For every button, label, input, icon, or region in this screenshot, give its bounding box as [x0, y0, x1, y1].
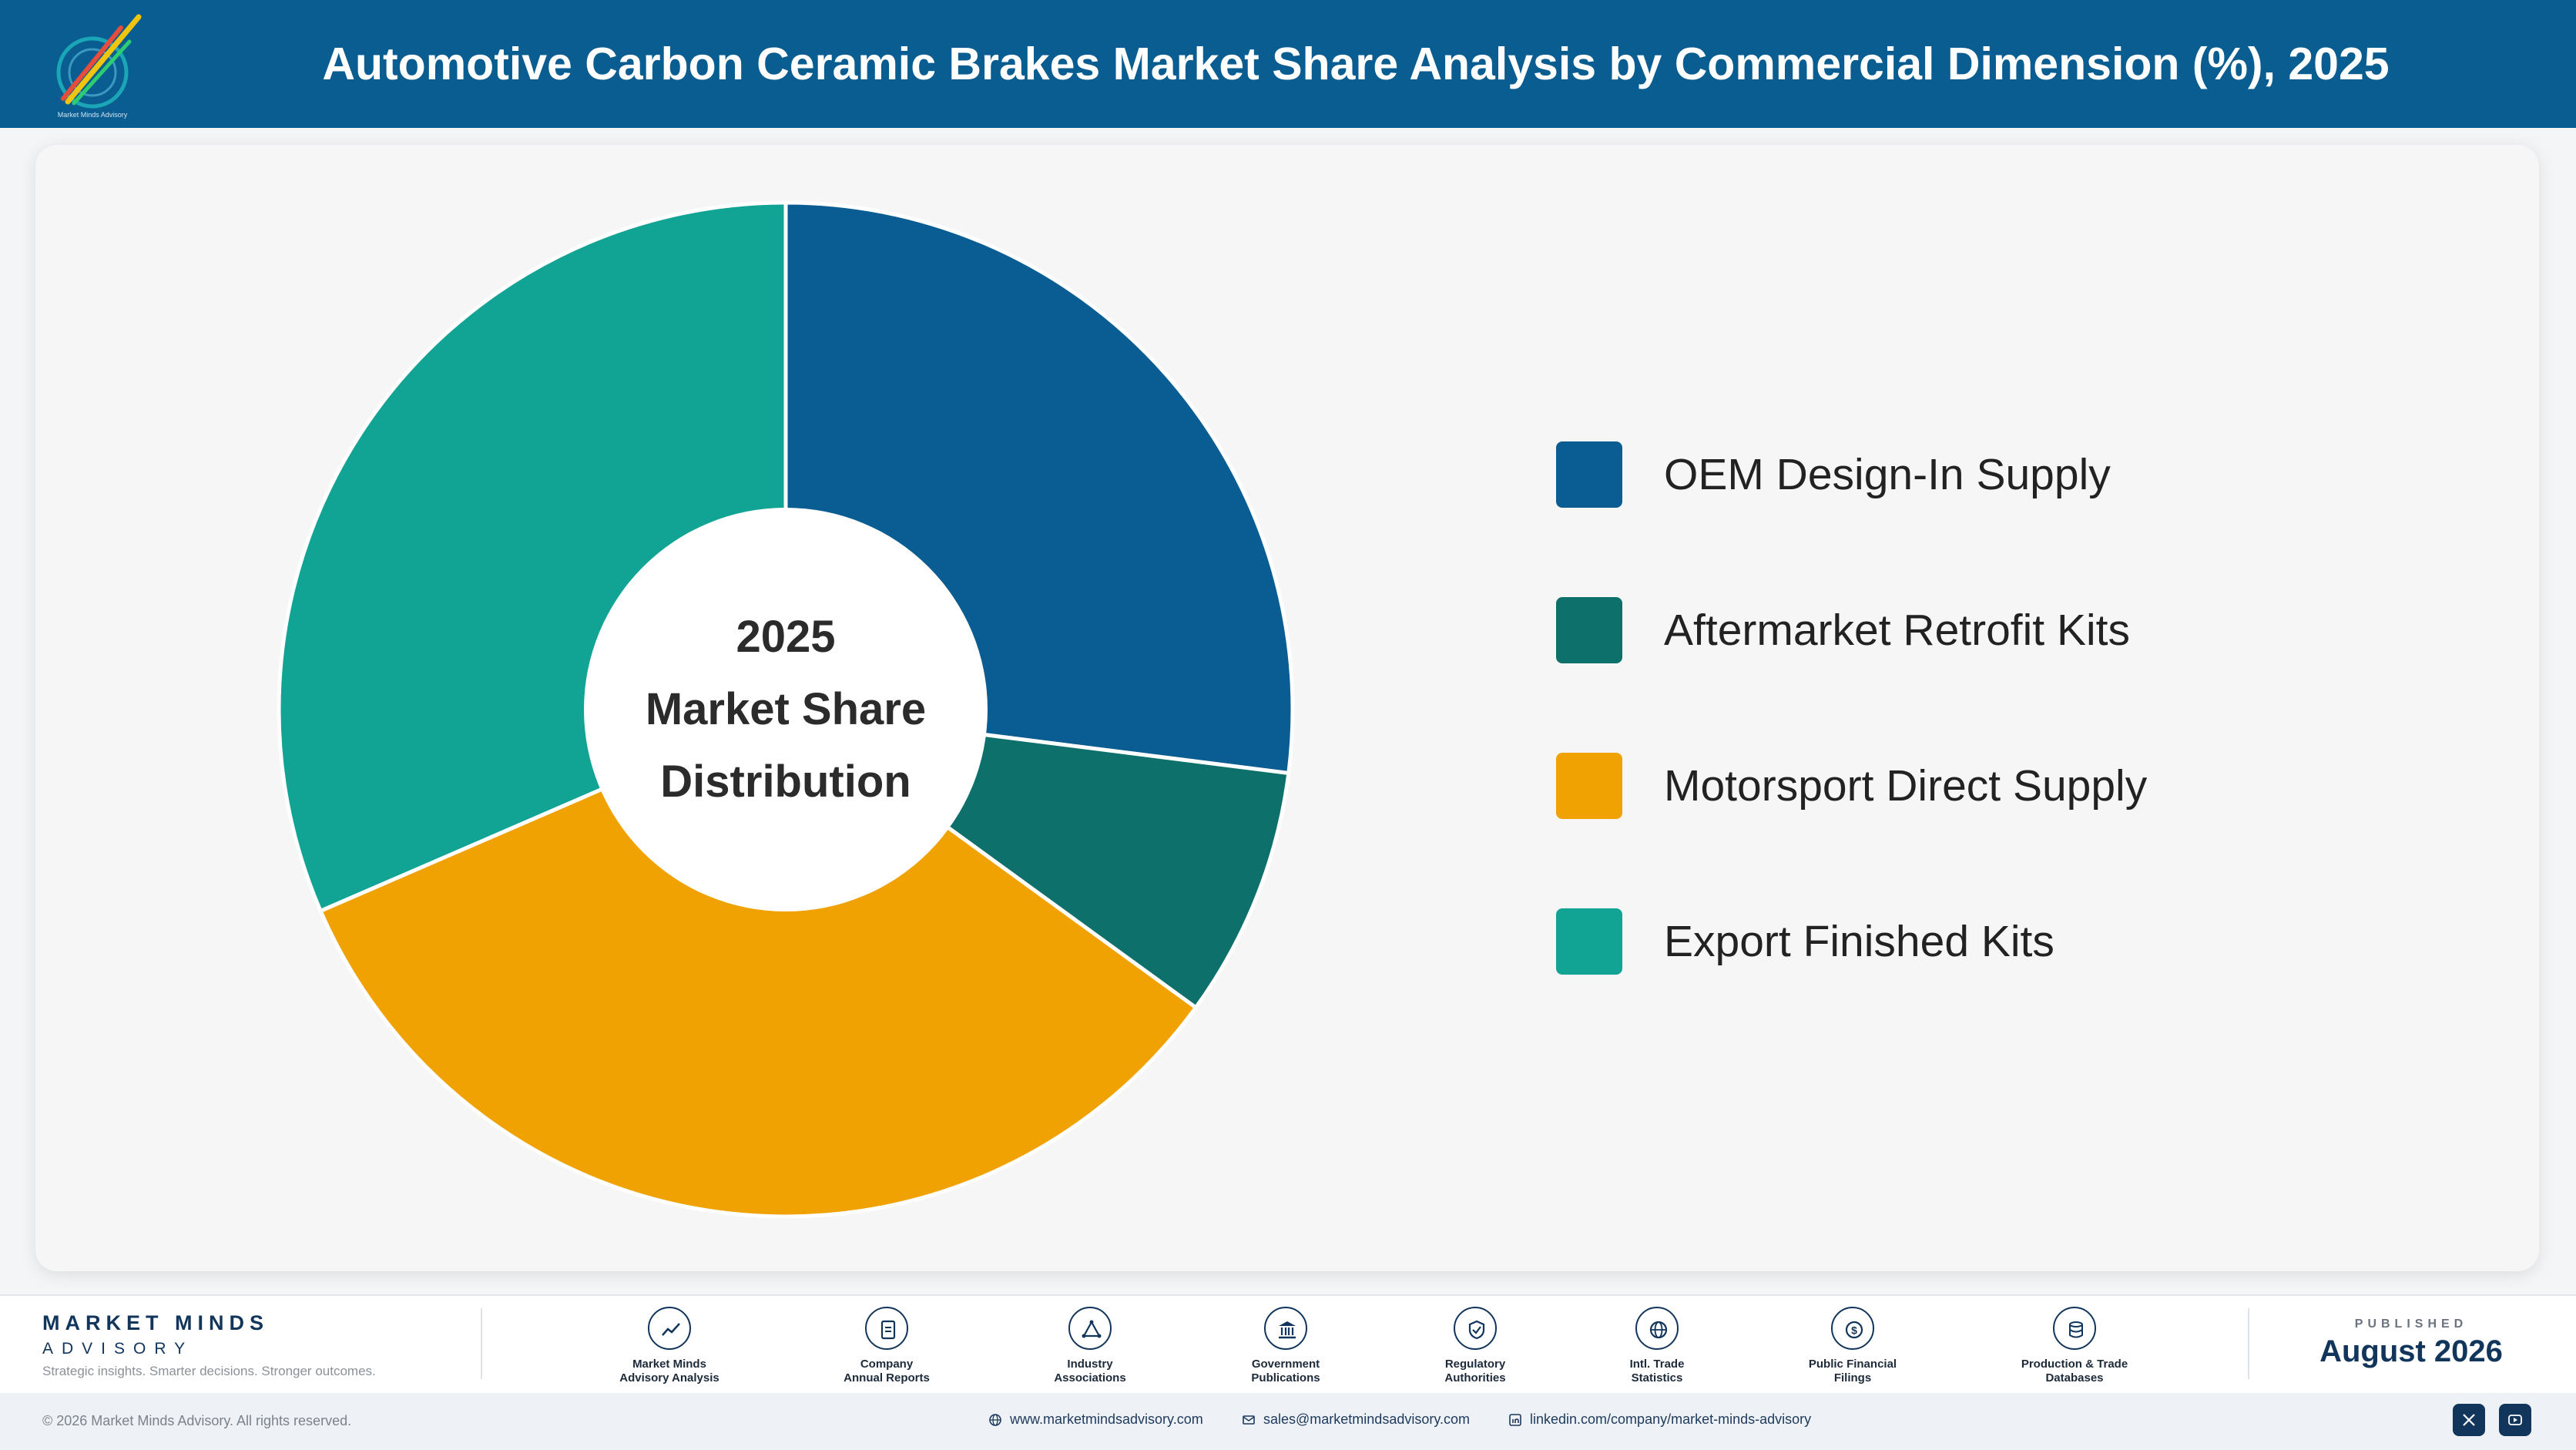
website-link[interactable]: www.marketmindsadvisory.com	[988, 1411, 1203, 1428]
legend-label-aftermarket: Aftermarket Retrofit Kits	[1664, 606, 2130, 655]
email-link[interactable]: sales@marketmindsadvisory.com	[1242, 1411, 1470, 1428]
source-label-7a: Public Financial	[1808, 1358, 1897, 1371]
footer-divider-right	[2248, 1308, 2249, 1379]
company-logo: Market Minds Advisory	[56, 14, 142, 119]
legend-swatch-motorsport	[1556, 753, 1622, 819]
bottom-bar: © 2026 Market Minds Advisory. All rights…	[0, 1393, 2576, 1450]
legend-swatch-oem	[1556, 441, 1622, 508]
source-label-8a: Production & Trade	[2021, 1358, 2128, 1371]
trend-line-icon	[648, 1307, 691, 1350]
source-government: Government Publications	[1209, 1307, 1363, 1385]
source-company-reports: Company Annual Reports	[810, 1307, 964, 1385]
source-label-3b: Associations	[1054, 1371, 1126, 1385]
legend-label-export: Export Finished Kits	[1664, 917, 2054, 966]
logo-caption: Market Minds Advisory	[58, 111, 128, 119]
legend-swatch-aftermarket	[1556, 597, 1622, 663]
legend-label-oem: OEM Design-In Supply	[1664, 450, 2111, 499]
website-text: www.marketmindsadvisory.com	[1010, 1411, 1203, 1427]
center-label-line3: Distribution	[660, 757, 911, 807]
source-label-7b: Filings	[1833, 1371, 1872, 1385]
linkedin-text: linkedin.com/company/market-minds-adviso…	[1530, 1411, 1812, 1427]
youtube-icon	[2508, 1415, 2522, 1425]
footer-brand-name: MARKET MINDS	[42, 1311, 269, 1334]
source-label-5b: Authorities	[1444, 1371, 1506, 1385]
source-label-5a: Regulatory	[1444, 1358, 1506, 1371]
legend-label-motorsport: Motorsport Direct Supply	[1664, 761, 2148, 811]
source-label-2a: Company	[860, 1358, 914, 1371]
youtube-social-button[interactable]	[2499, 1404, 2531, 1436]
page-title: Automotive Carbon Ceramic Brakes Market …	[322, 39, 2390, 89]
donut-center-label: 2025 Market Share Distribution	[585, 601, 986, 818]
source-label-1a: Market Minds	[632, 1358, 706, 1371]
source-label-6b: Statistics	[1631, 1371, 1683, 1385]
source-label-6a: Intl. Trade	[1629, 1358, 1685, 1371]
source-financial-filings: $ Public Financial Filings	[1776, 1307, 1930, 1385]
source-label-1b: Advisory Analysis	[619, 1371, 719, 1385]
source-label-8b: Databases	[2045, 1371, 2104, 1385]
globe-small-icon	[989, 1414, 1001, 1426]
network-icon	[1068, 1307, 1112, 1350]
x-logo-icon	[2463, 1414, 2475, 1426]
copyright-text: © 2026 Market Minds Advisory. All rights…	[42, 1413, 352, 1428]
source-regulatory: Regulatory Authorities	[1398, 1307, 1552, 1385]
footer-divider	[481, 1308, 482, 1379]
globe-icon	[1635, 1307, 1679, 1350]
email-text: sales@marketmindsadvisory.com	[1263, 1411, 1471, 1427]
source-databases: Production & Trade Databases	[1997, 1307, 2152, 1385]
dollar-coin-icon: $	[1831, 1307, 1874, 1350]
footer-brand-sub: ADVISORY	[42, 1340, 194, 1358]
footer-tagline: Strategic insights. Smarter decisions. S…	[42, 1364, 376, 1378]
source-trade-statistics: Intl. Trade Statistics	[1580, 1307, 1734, 1385]
source-market-minds: Market Minds Advisory Analysis	[592, 1307, 746, 1385]
source-industry-associations: Industry Associations	[1013, 1307, 1167, 1385]
chart-panel	[35, 145, 2539, 1271]
header-bar: Market Minds Advisory Automotive Carbon …	[0, 0, 2576, 128]
center-label-line2: Market Share	[645, 684, 927, 734]
document-icon	[865, 1307, 908, 1350]
svg-text:$: $	[1851, 1324, 1857, 1337]
source-label-3a: Industry	[1067, 1358, 1113, 1371]
center-label-year: 2025	[736, 612, 836, 662]
shield-check-icon	[1454, 1307, 1497, 1350]
published-date: August 2026	[2319, 1334, 2503, 1368]
mail-icon	[1243, 1415, 1255, 1425]
linkedin-icon	[1509, 1414, 1521, 1426]
database-icon	[2053, 1307, 2096, 1350]
source-label-4a: Government	[1251, 1358, 1320, 1371]
linkedin-link[interactable]: linkedin.com/company/market-minds-adviso…	[1508, 1411, 1811, 1428]
source-label-2b: Annual Reports	[844, 1371, 930, 1385]
source-label-4b: Publications	[1251, 1371, 1320, 1385]
x-social-button[interactable]	[2453, 1404, 2485, 1436]
legend-swatch-export	[1556, 908, 1622, 975]
government-building-icon	[1264, 1307, 1307, 1350]
published-label: PUBLISHED	[2354, 1317, 2468, 1331]
